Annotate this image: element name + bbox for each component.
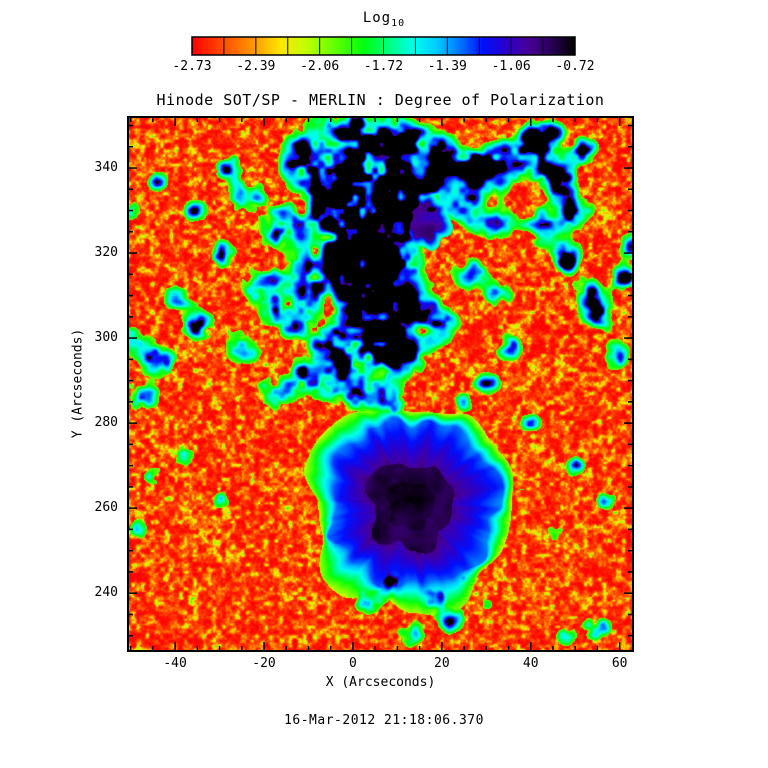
polarization-heatmap	[128, 117, 633, 651]
colorbar-tick-label: -2.06	[300, 59, 340, 74]
x-tick-label: -20	[252, 656, 276, 671]
colorbar-tick-label: -2.39	[236, 59, 276, 74]
colorbar-tick-label: -2.73	[172, 59, 212, 74]
colorbar-title: Log10	[0, 10, 768, 29]
y-tick-label: 320	[94, 245, 118, 261]
x-tick-label: 40	[522, 656, 539, 671]
colorbar-title-log: Log	[362, 10, 392, 26]
colorbar-tick-label: -1.39	[427, 59, 467, 74]
timestamp: 16-Mar-2012 21:18:06.370	[284, 713, 484, 728]
colorbar-tick-label: -1.72	[363, 59, 404, 74]
y-tick-label: 260	[94, 500, 118, 516]
colorbar-tick-label: -1.06	[491, 59, 531, 74]
colorbar-gradient	[192, 37, 575, 55]
y-axis-label: Y (Arcseconds)	[70, 328, 86, 439]
x-axis-label: X (Arcseconds)	[325, 675, 436, 690]
y-tick-label: 240	[94, 585, 118, 601]
x-tick-label: 20	[434, 656, 450, 671]
x-tick-label: 60	[611, 656, 628, 671]
x-tick-label: -40	[163, 656, 187, 671]
colorbar-title-subscript: 10	[391, 17, 406, 29]
y-tick-label: 280	[94, 415, 118, 431]
colorbar-tick-label: -0.72	[555, 59, 595, 74]
y-tick-label: 300	[94, 330, 118, 346]
y-tick-label: 340	[94, 160, 118, 176]
plot-title: Hinode SOT/SP - MERLIN : Degree of Polar…	[156, 91, 605, 109]
x-tick-label: 0	[349, 656, 357, 671]
